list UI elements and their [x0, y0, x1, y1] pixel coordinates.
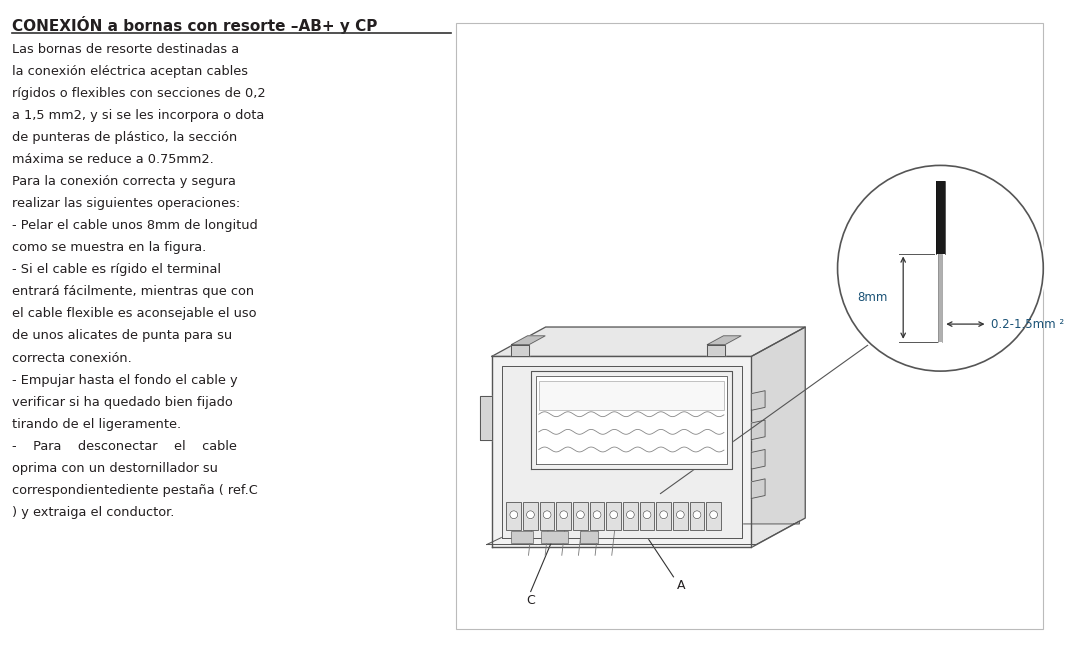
Polygon shape [751, 391, 765, 411]
Circle shape [527, 510, 534, 518]
Polygon shape [512, 336, 545, 345]
Circle shape [835, 164, 1045, 373]
Bar [938, 254, 943, 342]
Polygon shape [531, 371, 732, 469]
Text: -    Para    desconectar    el    cable: - Para desconectar el cable [12, 440, 236, 453]
Text: el cable flexible es aconsejable el uso: el cable flexible es aconsejable el uso [12, 307, 256, 321]
Circle shape [560, 510, 568, 518]
Polygon shape [707, 336, 741, 345]
Text: entrará fácilmente, mientras que con: entrará fácilmente, mientras que con [12, 285, 254, 298]
Bar [539, 381, 723, 411]
Bar [590, 503, 604, 530]
Polygon shape [707, 345, 725, 356]
Text: correspondientediente pestaña ( ref.C: correspondientediente pestaña ( ref.C [12, 484, 258, 497]
Circle shape [710, 510, 717, 518]
Circle shape [610, 510, 618, 518]
Circle shape [510, 510, 518, 518]
Text: máxima se reduce a 0.75mm2.: máxima se reduce a 0.75mm2. [12, 153, 214, 166]
Text: C: C [526, 595, 534, 608]
Bar [506, 503, 521, 530]
Polygon shape [751, 479, 765, 499]
Bar [690, 503, 704, 530]
Text: CONEXIÓN a bornas con resorte –AB+ y CP: CONEXIÓN a bornas con resorte –AB+ y CP [12, 16, 377, 34]
Bar [541, 531, 569, 543]
Text: como se muestra en la figura.: como se muestra en la figura. [12, 241, 206, 254]
Bar [673, 503, 688, 530]
Bar [540, 503, 555, 530]
Bar [624, 503, 637, 530]
Bar [935, 181, 945, 254]
Text: oprima con un destornillador su: oprima con un destornillador su [12, 462, 217, 475]
Text: 8mm: 8mm [857, 291, 888, 304]
Text: A: A [676, 579, 685, 592]
Polygon shape [491, 356, 751, 547]
Bar [706, 503, 721, 530]
Bar [524, 503, 538, 530]
Circle shape [543, 510, 551, 518]
Polygon shape [487, 521, 800, 545]
Text: 0.2-1.5mm ²: 0.2-1.5mm ² [991, 317, 1064, 330]
Circle shape [837, 166, 1043, 371]
Text: a 1,5 mm2, y si se les incorpora o dota: a 1,5 mm2, y si se les incorpora o dota [12, 109, 264, 122]
Text: de punteras de plástico, la sección: de punteras de plástico, la sección [12, 131, 236, 144]
Text: ) y extraiga el conductor.: ) y extraiga el conductor. [12, 506, 174, 519]
Bar [512, 531, 533, 543]
Text: Para la conexión correcta y segura: Para la conexión correcta y segura [12, 175, 235, 188]
Text: rígidos o flexibles con secciones de 0,2: rígidos o flexibles con secciones de 0,2 [12, 87, 266, 100]
Text: - Empujar hasta el fondo el cable y: - Empujar hasta el fondo el cable y [12, 374, 238, 386]
Polygon shape [751, 420, 765, 440]
Polygon shape [751, 327, 805, 547]
Bar [456, 24, 1043, 629]
Polygon shape [751, 449, 765, 469]
Bar [606, 503, 621, 530]
Polygon shape [491, 327, 805, 356]
Text: - Pelar el cable unos 8mm de longitud: - Pelar el cable unos 8mm de longitud [12, 219, 258, 233]
Text: verificar si ha quedado bien fijado: verificar si ha quedado bien fijado [12, 396, 232, 409]
Bar [573, 503, 588, 530]
Text: realizar las siguientes operaciones:: realizar las siguientes operaciones: [12, 197, 240, 210]
Bar [657, 503, 671, 530]
Text: correcta conexión.: correcta conexión. [12, 351, 131, 365]
Circle shape [593, 510, 601, 518]
Bar [557, 503, 571, 530]
Text: de unos alicates de punta para su: de unos alicates de punta para su [12, 329, 232, 342]
Polygon shape [512, 345, 529, 356]
Circle shape [660, 510, 668, 518]
Bar [640, 503, 655, 530]
Polygon shape [535, 376, 727, 464]
Bar [579, 531, 598, 543]
Circle shape [576, 510, 585, 518]
Polygon shape [502, 366, 742, 537]
Circle shape [676, 510, 685, 518]
Polygon shape [481, 396, 491, 440]
Circle shape [693, 510, 701, 518]
Circle shape [643, 510, 651, 518]
Text: tirando de el ligeramente.: tirando de el ligeramente. [12, 418, 181, 430]
Text: - Si el cable es rígido el terminal: - Si el cable es rígido el terminal [12, 263, 220, 277]
Text: Las bornas de resorte destinadas a: Las bornas de resorte destinadas a [12, 43, 239, 56]
Circle shape [627, 510, 634, 518]
Text: la conexión eléctrica aceptan cables: la conexión eléctrica aceptan cables [12, 65, 247, 78]
